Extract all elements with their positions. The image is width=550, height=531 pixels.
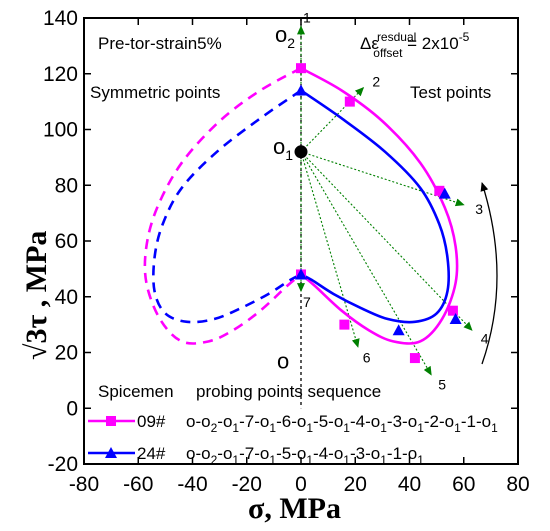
y-tick-label: 40 bbox=[55, 286, 78, 309]
o1-center-dot bbox=[294, 145, 308, 159]
marker-24# bbox=[295, 268, 307, 280]
x-axis-label: σ, MPa bbox=[248, 492, 341, 525]
probe-ray-3 bbox=[300, 151, 465, 207]
probe-label-1: 1 bbox=[303, 9, 311, 25]
y-tick-label: 100 bbox=[43, 119, 78, 142]
probe-label-5: 5 bbox=[438, 376, 446, 392]
legend-header-specimen: Spicemen bbox=[98, 382, 174, 401]
x-tick-label: 60 bbox=[452, 473, 475, 496]
y-axis-label: √3τ , MPa bbox=[20, 231, 53, 360]
symmetric-curve-09# bbox=[143, 67, 302, 345]
probe-labels: 1 2 3 4 5 6 7 bbox=[303, 9, 489, 392]
y-axis-ticks: -20 0 20 40 60 80 100 120 140 bbox=[43, 7, 518, 476]
x-tick-label: -40 bbox=[177, 473, 207, 496]
marker-24# bbox=[392, 324, 405, 336]
probe-ray-4 bbox=[300, 151, 473, 331]
marker-09# bbox=[339, 319, 350, 330]
marker-09# bbox=[434, 185, 445, 196]
data-markers bbox=[295, 63, 462, 364]
marker-09# bbox=[344, 96, 355, 107]
probe-label-6: 6 bbox=[363, 350, 371, 366]
test-curve-09# bbox=[300, 67, 459, 345]
legend-sequence-09: o-o2-o1-7-o1-6-o1-5-o1-4-o1-3-o1-2-o1-1-… bbox=[186, 412, 498, 435]
legend-marker-24 bbox=[105, 447, 117, 458]
test-points-label: Test points bbox=[410, 83, 491, 102]
y-tick-label: 20 bbox=[55, 342, 78, 365]
offset-strain-annotation: Δεresdual offset = 2x10-5 bbox=[360, 30, 470, 60]
marker-09# bbox=[447, 305, 458, 316]
x-tick-label: 20 bbox=[344, 473, 367, 496]
probe-label-7: 7 bbox=[303, 294, 311, 310]
marker-24# bbox=[438, 187, 451, 199]
sequence-arrow bbox=[480, 182, 498, 365]
legend: Spicemen probing points sequence 09# o-o… bbox=[88, 382, 498, 467]
x-tick-label: -80 bbox=[69, 473, 99, 496]
y-tick-label: 0 bbox=[66, 397, 78, 420]
x-tick-label: 80 bbox=[506, 473, 529, 496]
probing-rays bbox=[297, 25, 473, 376]
legend-header-sequence: probing points sequence bbox=[196, 382, 381, 401]
o2-label: o2 bbox=[275, 22, 295, 51]
test-curve-24# bbox=[300, 89, 450, 324]
probe-label-4: 4 bbox=[481, 330, 489, 346]
yield-curves bbox=[143, 67, 459, 345]
legend-marker-09 bbox=[106, 416, 116, 426]
marker-09# bbox=[296, 63, 306, 74]
symmetric-curve-24# bbox=[152, 89, 302, 324]
probe-label-2: 2 bbox=[372, 74, 380, 90]
x-tick-label: 40 bbox=[398, 473, 421, 496]
y-tick-label: 120 bbox=[43, 63, 78, 86]
x-tick-label: 0 bbox=[295, 473, 307, 496]
legend-sequence-24: o-o2-o1-7-o1-5-o1-4-o1-3-o1-1-o1 bbox=[186, 444, 424, 467]
y-tick-label: 80 bbox=[55, 174, 78, 197]
x-axis-ticks: -80 -60 -40 -20 0 20 40 60 80 bbox=[69, 18, 530, 496]
o-label: o bbox=[277, 348, 289, 373]
probe-ray-2 bbox=[300, 86, 365, 153]
y-tick-label: 140 bbox=[43, 7, 78, 30]
symmetric-points-label: Symmetric points bbox=[90, 83, 220, 102]
probe-ray-5 bbox=[300, 151, 432, 376]
y-tick-label: -20 bbox=[48, 453, 78, 476]
probe-ray-6 bbox=[300, 151, 360, 348]
y-tick-label: 60 bbox=[55, 230, 78, 253]
x-tick-label: -60 bbox=[123, 473, 153, 496]
marker-24# bbox=[295, 84, 307, 96]
marker-09# bbox=[409, 353, 420, 364]
legend-name-09: 09# bbox=[137, 412, 166, 431]
marker-24# bbox=[449, 313, 462, 325]
o1-label: o1 bbox=[273, 134, 293, 163]
pretorsion-annotation: Pre-tor-strain5% bbox=[98, 34, 222, 53]
x-tick-label: -20 bbox=[232, 473, 262, 496]
legend-name-24: 24# bbox=[137, 444, 166, 463]
probe-label-3: 3 bbox=[475, 201, 483, 217]
